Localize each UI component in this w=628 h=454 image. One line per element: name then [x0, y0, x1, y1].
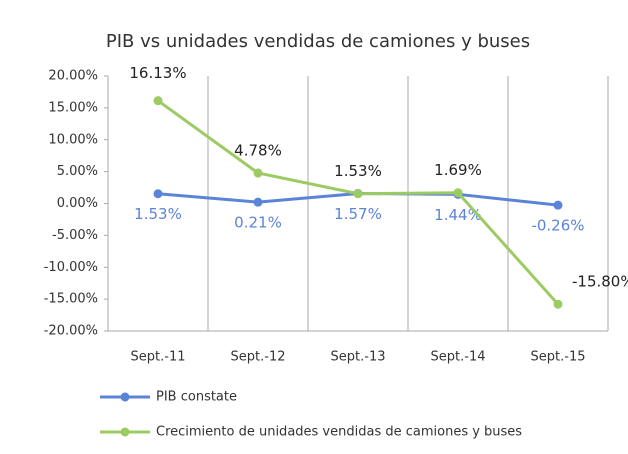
data-label: -0.26% [531, 217, 584, 235]
point [153, 189, 163, 199]
y-tick-label: -5.00% [52, 228, 98, 243]
point [553, 299, 563, 309]
point [553, 200, 563, 210]
point [253, 197, 263, 207]
data-label: -15.80% [572, 273, 628, 291]
point [353, 189, 363, 199]
data-label: 1.69% [434, 161, 482, 179]
y-tick-label: 0.00% [57, 196, 98, 211]
x-tick-label: Sept.-14 [431, 350, 486, 365]
x-tick-label: Sept.-12 [231, 350, 286, 365]
chart-title: PIB vs unidades vendidas de camiones y b… [106, 31, 530, 52]
x-tick-label: Sept.-13 [331, 350, 386, 365]
legend-marker [120, 427, 130, 437]
y-tick-label: -15.00% [44, 292, 98, 307]
point [253, 168, 263, 178]
series-line [157, 99, 560, 306]
y-tick-label: 20.00% [48, 69, 98, 84]
data-label: 1.57% [334, 205, 382, 223]
data-label: 0.21% [234, 214, 282, 232]
data-label: 1.44% [434, 206, 482, 224]
data-label: 1.53% [334, 162, 382, 180]
legend-marker [120, 392, 130, 402]
data-label: 1.53% [134, 205, 182, 223]
y-tick-label: 15.00% [48, 100, 98, 115]
data-label: 4.78% [234, 142, 282, 160]
data-label: 16.13% [129, 64, 186, 82]
point [453, 188, 463, 198]
legend-label: PIB constate [156, 390, 237, 405]
legend-label: Crecimiento de unidades vendidas de cami… [156, 425, 522, 440]
x-tick-label: Sept.-11 [131, 350, 186, 365]
point [153, 96, 163, 106]
y-tick-label: -10.00% [44, 260, 98, 275]
y-tick-label: 10.00% [48, 132, 98, 147]
y-tick-label: 5.00% [57, 164, 98, 179]
x-tick-label: Sept.-15 [531, 350, 586, 365]
y-tick-label: -20.00% [44, 324, 98, 339]
